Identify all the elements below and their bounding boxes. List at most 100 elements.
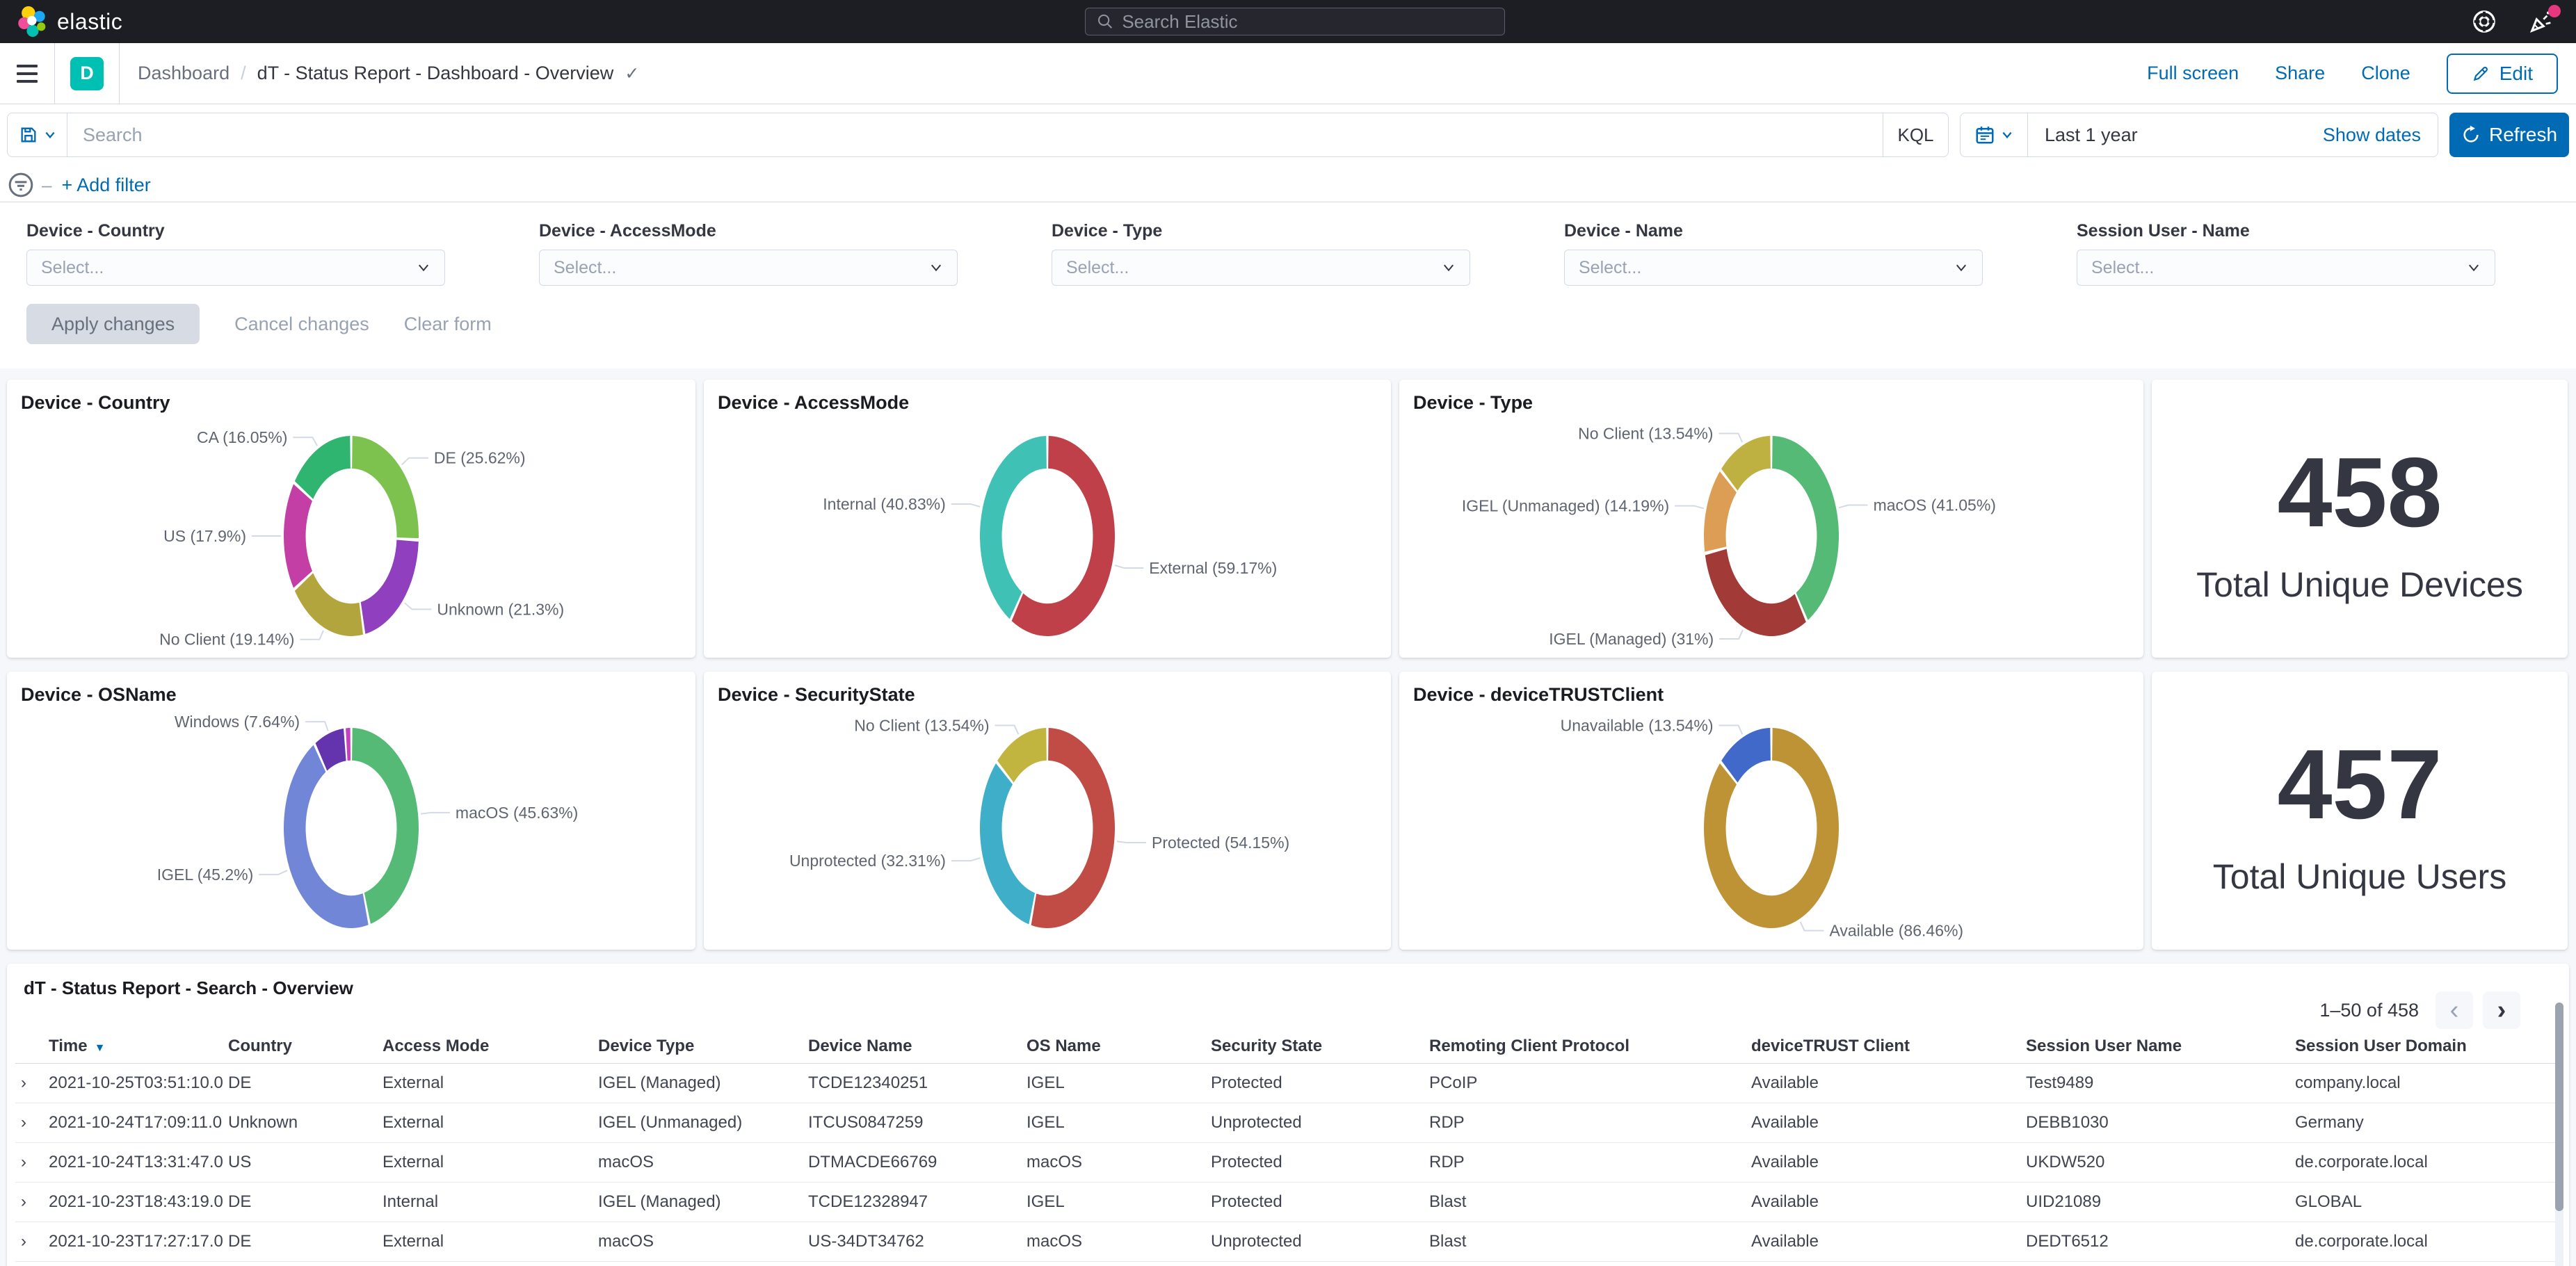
row-expand-icon[interactable]: › — [15, 1103, 43, 1143]
donut-slice-label: Unprotected (32.31%) — [789, 852, 946, 870]
device-accessmode-donut-chart[interactable]: External (59.17%) Internal (40.83%) — [704, 380, 1391, 658]
donut-slice[interactable] — [283, 484, 313, 588]
donut-slice[interactable] — [294, 436, 351, 499]
device-type-donut-chart[interactable]: macOS (41.05%) IGEL (Managed) (31%) IGEL (… — [1399, 380, 2143, 658]
cancel-changes-button[interactable]: Cancel changes — [234, 313, 369, 334]
donut-slice[interactable] — [1704, 471, 1737, 552]
global-search-input[interactable] — [1122, 10, 1493, 33]
sort-desc-icon[interactable]: ▼ — [94, 1042, 106, 1054]
table-cell: UKDW520 — [2020, 1142, 2289, 1183]
column-header[interactable]: Country — [223, 1030, 377, 1064]
panel-device-devicetrustclient: Device - deviceTRUSTClient Available (86… — [1399, 672, 2143, 950]
donut-slice[interactable] — [1721, 728, 1771, 783]
add-filter-button[interactable]: + Add filter — [61, 174, 151, 195]
table-cell: External — [377, 1103, 593, 1143]
column-header[interactable]: Remoting Client Protocol — [1424, 1030, 1746, 1064]
donut-slice[interactable] — [980, 436, 1047, 619]
donut-slice[interactable] — [1721, 436, 1771, 491]
query-search-input[interactable] — [83, 124, 1867, 146]
device-name-select[interactable]: Select... — [1564, 250, 1983, 286]
column-header[interactable]: Time ▼ — [43, 1030, 223, 1064]
share-button[interactable]: Share — [2275, 63, 2326, 83]
clear-form-button[interactable]: Clear form — [403, 313, 492, 334]
control-label: Device - Type — [1052, 221, 1163, 241]
donut-slice[interactable] — [1704, 728, 1839, 928]
donut-slice-label: No Client (13.54%) — [1578, 424, 1713, 442]
donut-slice[interactable] — [352, 436, 419, 539]
donut-slice[interactable] — [1011, 436, 1115, 636]
donut-slice-label: macOS (41.05%) — [1874, 496, 1996, 514]
app-icon-cell[interactable]: D — [54, 42, 120, 104]
donut-slice[interactable] — [980, 763, 1036, 925]
device-country-select[interactable]: Select... — [26, 250, 445, 286]
donut-slice[interactable] — [1705, 549, 1806, 636]
panel-total-unique-users: 457 Total Unique Users — [2152, 672, 2568, 950]
donut-slice-label: CA (16.05%) — [197, 428, 287, 446]
column-header[interactable]: OS Name — [1021, 1030, 1205, 1064]
column-header[interactable]: Device Type — [593, 1030, 803, 1064]
apply-changes-button[interactable]: Apply changes — [26, 304, 200, 344]
donut-slice[interactable] — [360, 539, 419, 634]
device-country-donut-chart[interactable]: DE (25.62%) Unknown (21.3%) No Client (19.… — [7, 380, 695, 658]
control-session-user-name: Session User - Name Select... — [2077, 221, 2495, 286]
time-range-value[interactable]: Last 1 year — [2045, 124, 2138, 145]
device-type-select[interactable]: Select... — [1052, 250, 1470, 286]
saved-query-menu-button[interactable] — [8, 113, 67, 156]
table-cell: 2021-10-23T18:43:19.000Z — [43, 1182, 223, 1222]
row-expand-icon[interactable]: › — [15, 1222, 43, 1262]
table-cell: macOS — [1021, 1142, 1205, 1183]
row-expand-icon[interactable]: › — [15, 1142, 43, 1183]
show-dates-button[interactable]: Show dates — [2322, 124, 2421, 145]
kql-language-button[interactable]: KQL — [1883, 113, 1948, 156]
table-cell: Internal — [377, 1182, 593, 1222]
donut-slice[interactable] — [346, 728, 351, 761]
donut-slice[interactable] — [294, 573, 364, 636]
donut-slice[interactable] — [315, 728, 346, 771]
donut-slice[interactable] — [352, 728, 419, 924]
donut-slice[interactable] — [1031, 728, 1115, 928]
scrollbar-thumb[interactable] — [2555, 1003, 2563, 1211]
global-search[interactable] — [1085, 8, 1505, 35]
device-accessmode-select[interactable]: Select... — [539, 250, 958, 286]
table-cell: TCDE12328947 — [803, 1182, 1021, 1222]
column-header[interactable]: Security State — [1205, 1030, 1424, 1064]
breadcrumb-dashboard[interactable]: Dashboard — [138, 63, 230, 83]
next-page-button[interactable]: › — [2483, 991, 2520, 1029]
column-header[interactable]: Device Name — [803, 1030, 1021, 1064]
previous-page-button[interactable]: ‹ — [2436, 991, 2473, 1029]
control-device-name: Device - Name Select... — [1564, 221, 1983, 286]
help-icon[interactable] — [2469, 6, 2499, 37]
table-cell: Available — [1746, 1182, 2020, 1222]
filter-icon[interactable] — [7, 171, 35, 199]
row-expand-icon[interactable]: › — [15, 1182, 43, 1222]
donut-slice[interactable] — [1772, 436, 1839, 620]
column-header[interactable]: Access Mode — [377, 1030, 593, 1064]
column-header[interactable]: Session User Domain — [2289, 1030, 2561, 1064]
column-header[interactable]: deviceTRUST Client — [1746, 1030, 2020, 1064]
full-screen-button[interactable]: Full screen — [2147, 63, 2239, 83]
device-osname-donut-chart[interactable]: macOS (45.63%) IGEL (45.2%) Windows (7.64%… — [7, 672, 695, 950]
elastic-brand[interactable]: elastic — [18, 6, 122, 37]
table-cell: External — [377, 1063, 593, 1103]
edit-button[interactable]: Edit — [2446, 53, 2558, 94]
vertical-scrollbar[interactable] — [2555, 1003, 2563, 1266]
news-feed-icon[interactable] — [2526, 5, 2561, 37]
calendar-menu-button[interactable] — [1961, 113, 2028, 156]
control-label: Device - Name — [1564, 221, 1683, 241]
menu-icon[interactable] — [0, 43, 54, 104]
session-user-name-select[interactable]: Select... — [2077, 250, 2495, 286]
control-label: Device - Country — [26, 221, 165, 241]
row-expand-icon[interactable]: › — [15, 1063, 43, 1103]
label-leader-line — [995, 724, 1020, 735]
check-icon[interactable]: ✓ — [625, 63, 640, 83]
devicetrust-client-donut-chart[interactable]: Available (86.46%) Unavailable (13.54%) — [1399, 672, 2143, 950]
donut-slice[interactable] — [997, 728, 1047, 783]
refresh-button[interactable]: Refresh — [2449, 113, 2569, 157]
clone-button[interactable]: Clone — [2361, 63, 2410, 83]
table-cell: Available — [1746, 1142, 2020, 1183]
device-securitystate-donut-chart[interactable]: Protected (54.15%) Unprotected (32.31%) No… — [704, 672, 1391, 950]
column-header[interactable]: Session User Name — [2020, 1030, 2289, 1064]
donut-slice[interactable] — [284, 745, 369, 928]
row-expand-icon[interactable]: › — [15, 1261, 43, 1266]
label-leader-line — [1718, 432, 1744, 443]
